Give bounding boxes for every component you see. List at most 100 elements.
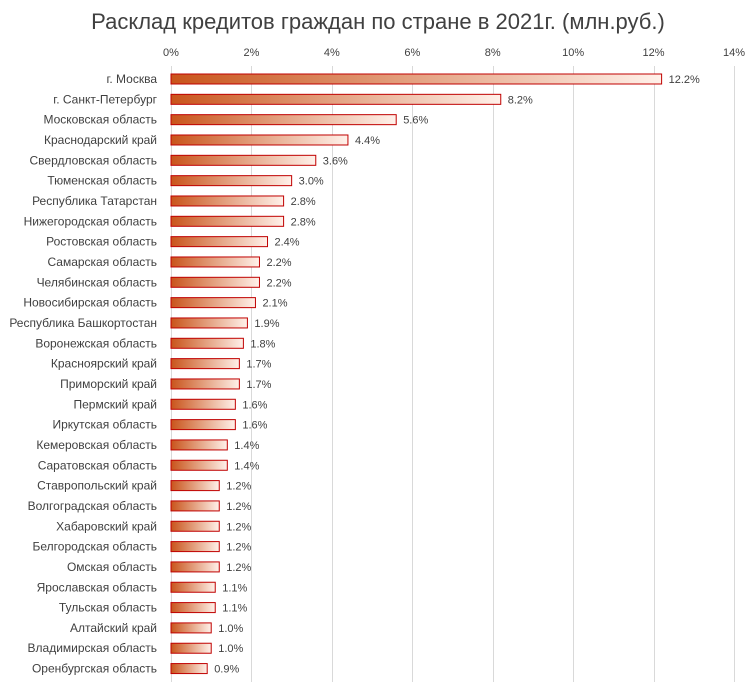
data-label: 2.1% (262, 298, 287, 310)
bar (170, 642, 212, 654)
bar (170, 215, 285, 227)
bar (170, 73, 663, 85)
data-label: 12.2% (669, 74, 700, 86)
x-tick-label: 12% (643, 47, 665, 59)
category-label: г. Санкт-Петербург (53, 92, 157, 106)
bar (170, 276, 260, 288)
category-label: Республика Татарстан (32, 194, 157, 208)
x-axis-ticks: 0% 2% 4% 6% 8% 10% 12% 14% (163, 47, 745, 59)
bar (170, 500, 220, 512)
category-label: Алтайский край (70, 621, 157, 635)
bars (170, 73, 663, 675)
data-label: 1.2% (226, 542, 251, 554)
bar (170, 419, 236, 431)
data-label: 1.7% (246, 379, 271, 391)
bar (170, 358, 240, 370)
category-label: Свердловская область (30, 153, 157, 167)
bar (170, 480, 220, 492)
bar (170, 114, 397, 126)
data-label: 1.2% (226, 521, 251, 533)
bar (170, 541, 220, 553)
category-label: Приморский край (60, 377, 157, 391)
bar (170, 256, 260, 268)
x-tick-label: 10% (562, 47, 584, 59)
category-label: Хабаровский край (56, 519, 157, 533)
data-label: 1.6% (242, 420, 267, 432)
data-label: 1.1% (222, 582, 247, 594)
gridlines (171, 66, 735, 682)
category-label: Иркутская область (53, 418, 158, 432)
category-label: Владимирская область (28, 641, 157, 655)
data-label: 1.2% (226, 562, 251, 574)
category-label: Белгородская область (33, 540, 157, 554)
category-label: Челябинская область (37, 275, 157, 289)
category-label: Воронежская область (35, 336, 157, 350)
category-label: Самарская область (47, 255, 157, 269)
bar (170, 297, 256, 309)
data-label: 1.0% (218, 623, 243, 635)
bar (170, 439, 228, 451)
category-labels: г. Москва г. Санкт-Петербург Московская об… (9, 72, 157, 676)
x-tick-label: 2% (243, 47, 259, 59)
bar (170, 602, 216, 614)
data-label: 5.6% (403, 115, 428, 127)
bar (170, 378, 240, 390)
data-label: 1.9% (254, 318, 279, 330)
x-tick-label: 8% (485, 47, 501, 59)
data-labels: 12.2% 8.2% 5.6% 4.4% 3.6% 3.0% 2.8% 2.8% 2.4% 2.2… (214, 74, 700, 676)
bar (170, 175, 293, 187)
x-tick-label: 4% (324, 47, 340, 59)
bar (170, 337, 244, 349)
data-label: 1.4% (234, 440, 259, 452)
category-label: Ярославская область (37, 580, 157, 594)
category-label: Республика Башкортостан (9, 316, 157, 330)
data-label: 2.4% (275, 237, 300, 249)
bar (170, 459, 228, 471)
category-label: Московская область (43, 113, 157, 127)
category-label: Саратовская область (38, 458, 157, 472)
bar (170, 154, 317, 166)
category-label: Тюменская область (47, 174, 157, 188)
bar (170, 398, 236, 410)
category-label: Ростовская область (46, 235, 157, 249)
x-tick-label: 0% (163, 47, 179, 59)
bar (170, 663, 208, 675)
bar (170, 317, 248, 329)
chart-title: Расклад кредитов граждан по стране в 202… (91, 9, 665, 34)
bar (170, 561, 220, 573)
category-label: Оренбургская область (32, 662, 157, 676)
data-label: 3.6% (323, 155, 348, 167)
bar (170, 93, 502, 105)
bar (170, 581, 216, 593)
category-label: Красноярский край (51, 357, 157, 371)
data-label: 8.2% (508, 94, 533, 106)
bar (170, 622, 212, 634)
category-label: Кемеровская область (36, 438, 157, 452)
data-label: 2.8% (291, 216, 316, 228)
x-tick-label: 6% (404, 47, 420, 59)
data-label: 1.0% (218, 643, 243, 655)
bar (170, 134, 349, 146)
data-label: 1.2% (226, 481, 251, 493)
data-label: 1.7% (246, 359, 271, 371)
category-label: Тульская область (59, 601, 157, 615)
data-label: 1.1% (222, 603, 247, 615)
category-label: Новосибирская область (23, 296, 157, 310)
data-label: 1.4% (234, 460, 259, 472)
category-label: Пермский край (73, 397, 157, 411)
category-label: Краснодарский край (44, 133, 157, 147)
category-label: г. Москва (106, 72, 157, 86)
category-label: Омская область (67, 560, 157, 574)
category-label: Волгоградская область (28, 499, 157, 513)
bar (170, 195, 285, 207)
bar (170, 236, 269, 248)
data-label: 3.0% (299, 176, 324, 188)
category-label: Нижегородская область (24, 214, 157, 228)
data-label: 2.8% (291, 196, 316, 208)
x-tick-label: 14% (723, 47, 745, 59)
data-label: 2.2% (266, 277, 291, 289)
bar (170, 520, 220, 532)
data-label: 2.2% (266, 257, 291, 269)
data-label: 0.9% (214, 664, 239, 676)
data-label: 1.2% (226, 501, 251, 513)
